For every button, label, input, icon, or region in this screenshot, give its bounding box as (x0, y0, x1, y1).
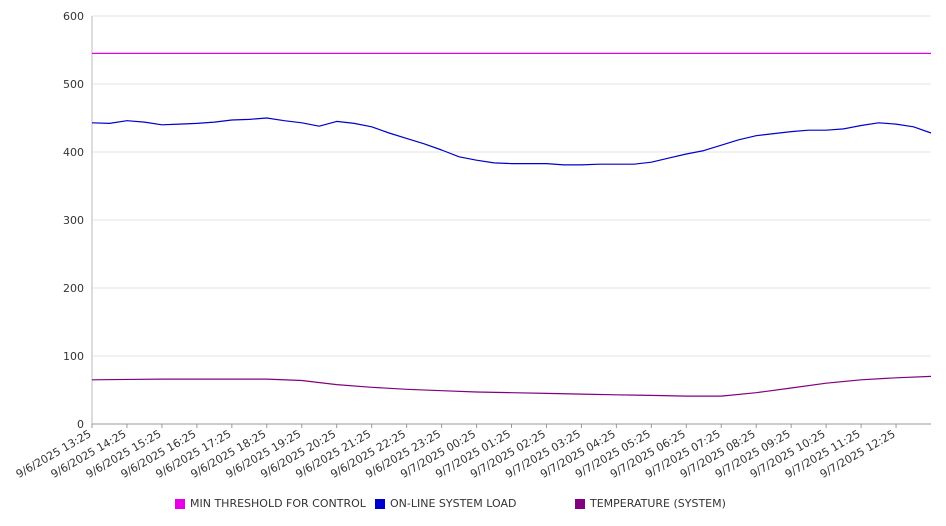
legend-item-temperature[interactable]: TEMPERATURE (SYSTEM) (575, 497, 726, 510)
legend-label-min-threshold: MIN THRESHOLD FOR CONTROL (190, 497, 366, 510)
legend-label-system-load: ON-LINE SYSTEM LOAD (390, 497, 517, 510)
legend-item-system-load[interactable]: ON-LINE SYSTEM LOAD (375, 497, 516, 510)
legend: MIN THRESHOLD FOR CONTROL ON-LINE SYSTEM… (0, 497, 946, 515)
legend-item-min-threshold[interactable]: MIN THRESHOLD FOR CONTROL (175, 497, 366, 510)
legend-swatch-min-threshold (175, 498, 185, 509)
y-tick-label-200: 200 (63, 282, 84, 295)
y-tick-label-300: 300 (63, 214, 84, 227)
y-tick-labels: 0 100 200 300 400 500 600 (63, 10, 84, 431)
legend-label-temperature: TEMPERATURE (SYSTEM) (590, 497, 726, 510)
y-tick-label-500: 500 (63, 78, 84, 91)
axes (91, 16, 931, 428)
system-load-line (91, 117, 932, 166)
y-tick-label-400: 400 (63, 146, 84, 159)
temperature-line (91, 375, 932, 397)
legend-swatch-system-load (375, 498, 385, 509)
y-tick-label-600: 600 (63, 10, 84, 23)
x-tick-labels: 9/6/2025 13:259/6/2025 14:259/6/2025 15:… (14, 427, 898, 481)
y-tick-label-0: 0 (77, 418, 84, 431)
y-tick-label-100: 100 (63, 350, 84, 363)
grid-lines (92, 15, 931, 357)
legend-swatch-temperature (575, 498, 585, 509)
series-lines (91, 52, 932, 397)
